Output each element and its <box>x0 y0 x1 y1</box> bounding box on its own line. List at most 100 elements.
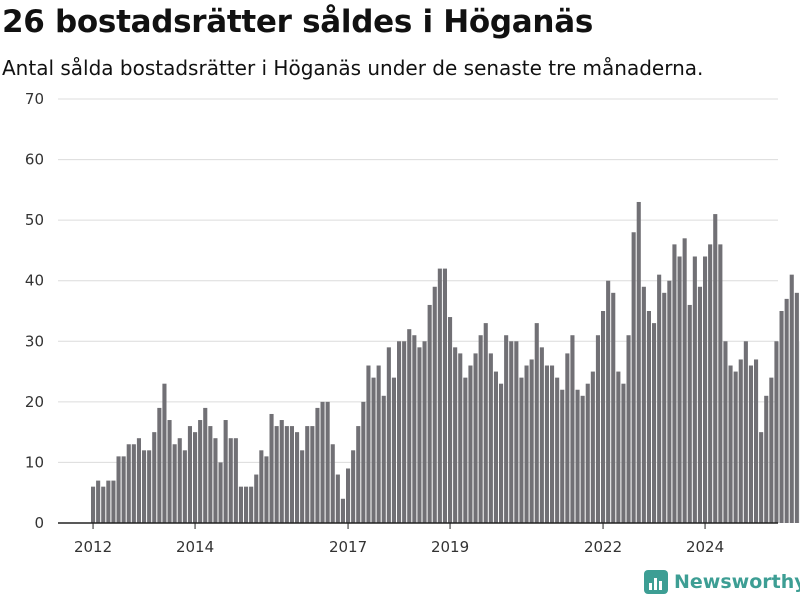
bar <box>509 341 514 523</box>
y-tick-label: 30 <box>25 332 44 350</box>
bar <box>601 311 606 523</box>
bar <box>692 256 697 523</box>
bar <box>514 341 519 523</box>
y-tick-label: 0 <box>34 514 44 532</box>
bar <box>529 359 534 523</box>
x-tick-label: 2012 <box>74 538 112 556</box>
bar <box>259 450 264 523</box>
bar-chart: 0102030405060702012201420172019202220242… <box>25 90 800 556</box>
bar <box>397 341 402 523</box>
axis-layer: 0102030405060702012201420172019202220242… <box>25 90 778 556</box>
bar <box>126 444 131 523</box>
bar <box>330 444 335 523</box>
bar <box>448 317 453 523</box>
bar <box>213 438 218 523</box>
bar <box>468 365 473 523</box>
bar <box>703 256 708 523</box>
bar <box>672 244 677 523</box>
bar <box>320 401 325 523</box>
y-tick-label: 50 <box>25 211 44 229</box>
bar <box>667 280 672 523</box>
bar <box>687 304 692 523</box>
bar <box>708 244 713 523</box>
bar <box>157 407 162 523</box>
bar <box>759 432 764 523</box>
bar <box>595 335 600 523</box>
bar <box>550 365 555 523</box>
bar <box>386 347 391 523</box>
bar <box>208 426 213 523</box>
bar <box>203 407 208 523</box>
bar <box>779 311 784 523</box>
bar <box>657 274 662 523</box>
bar <box>718 244 723 523</box>
bar <box>116 456 121 523</box>
bar <box>238 486 243 523</box>
bar <box>147 450 152 523</box>
bar <box>580 395 585 523</box>
bar <box>402 341 407 523</box>
bar <box>162 383 167 523</box>
bar <box>697 286 702 523</box>
bar <box>493 371 498 523</box>
bar <box>432 286 437 523</box>
bar <box>249 486 254 523</box>
bar <box>142 450 147 523</box>
bar <box>305 426 310 523</box>
bar <box>167 420 172 523</box>
bar <box>106 480 111 523</box>
y-tick-label: 10 <box>25 453 44 471</box>
bar <box>371 377 376 523</box>
bar <box>636 201 641 523</box>
bar <box>315 407 320 523</box>
bar <box>585 383 590 523</box>
bar <box>764 395 769 523</box>
bar <box>279 420 284 523</box>
bar-layer <box>91 201 800 524</box>
bar <box>616 371 621 523</box>
bar <box>733 371 738 523</box>
bar <box>539 347 544 523</box>
bar <box>218 462 223 523</box>
bar <box>631 232 636 523</box>
bar <box>254 474 259 523</box>
bar <box>289 426 294 523</box>
y-tick-label: 70 <box>25 90 44 108</box>
bar <box>641 286 646 523</box>
bar <box>376 365 381 523</box>
bar <box>575 389 580 523</box>
bar <box>738 359 743 523</box>
bar <box>524 365 529 523</box>
x-tick-label: 2022 <box>584 538 622 556</box>
bar <box>172 444 177 523</box>
bar <box>407 329 412 523</box>
bar <box>646 311 651 523</box>
bar <box>544 365 549 523</box>
bar <box>794 292 799 523</box>
bar <box>101 486 106 523</box>
bar <box>111 480 116 523</box>
bar <box>728 365 733 523</box>
bar <box>300 450 305 523</box>
bar <box>534 323 539 523</box>
page-subtitle: Antal sålda bostadsrätter i Höganäs unde… <box>2 56 704 80</box>
bar <box>748 365 753 523</box>
bar <box>519 377 524 523</box>
bar <box>427 304 432 523</box>
bar <box>560 389 565 523</box>
bar <box>121 456 126 523</box>
bar <box>677 256 682 523</box>
bar <box>570 335 575 523</box>
bar <box>284 426 289 523</box>
bar <box>458 353 463 523</box>
bar <box>381 395 386 523</box>
bar <box>335 474 340 523</box>
bar <box>412 335 417 523</box>
bar <box>417 347 422 523</box>
bar <box>182 450 187 523</box>
bar <box>136 438 141 523</box>
bar <box>187 426 192 523</box>
bar <box>499 383 504 523</box>
bar <box>310 426 315 523</box>
bar <box>789 274 794 523</box>
